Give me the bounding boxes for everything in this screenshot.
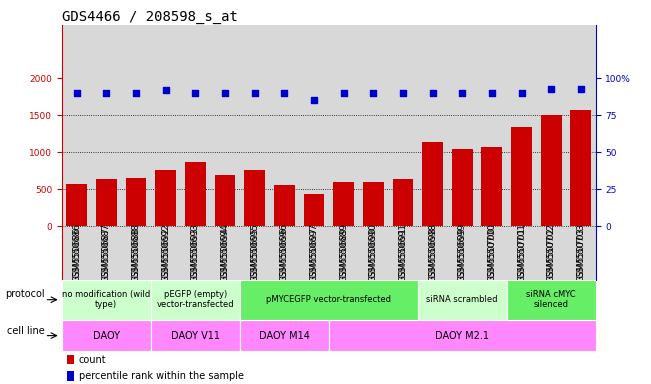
Bar — [329, 320, 596, 351]
Text: GSM550697: GSM550697 — [309, 227, 318, 282]
Bar — [240, 320, 329, 351]
Bar — [155, 170, 176, 227]
Text: GSM550686: GSM550686 — [72, 223, 81, 278]
Text: GSM550693: GSM550693 — [191, 223, 200, 278]
Text: GSM550692: GSM550692 — [161, 227, 170, 282]
Text: siRNA scrambled: siRNA scrambled — [426, 295, 498, 304]
Text: GSM550702: GSM550702 — [547, 223, 556, 278]
Text: GSM550695: GSM550695 — [250, 223, 259, 278]
Text: protocol: protocol — [5, 289, 44, 299]
Text: GSM550689: GSM550689 — [339, 227, 348, 282]
Bar — [240, 280, 418, 320]
Text: GSM550690: GSM550690 — [368, 227, 378, 282]
Text: GSM550698: GSM550698 — [428, 227, 437, 282]
Bar — [511, 127, 532, 227]
Bar — [274, 185, 295, 227]
Text: GSM550694: GSM550694 — [221, 227, 229, 282]
Text: GSM550687: GSM550687 — [102, 223, 111, 278]
Text: DAOY V11: DAOY V11 — [171, 331, 220, 341]
Text: pEGFP (empty)
vector-transfected: pEGFP (empty) vector-transfected — [156, 290, 234, 310]
Bar — [244, 170, 265, 227]
Bar — [66, 184, 87, 227]
Point — [457, 90, 467, 96]
Point — [220, 90, 230, 96]
Text: GSM550687: GSM550687 — [102, 227, 111, 282]
Text: GSM550688: GSM550688 — [132, 223, 141, 278]
Bar — [62, 320, 151, 351]
Text: siRNA cMYC
silenced: siRNA cMYC silenced — [527, 290, 576, 310]
Bar — [506, 280, 596, 320]
Point — [339, 90, 349, 96]
Point — [72, 90, 82, 96]
Text: DAOY M14: DAOY M14 — [259, 331, 310, 341]
Text: GSM550688: GSM550688 — [132, 227, 141, 282]
Text: GSM550703: GSM550703 — [576, 223, 585, 278]
Point — [279, 90, 290, 96]
Text: GSM550699: GSM550699 — [458, 227, 467, 282]
Bar — [422, 142, 443, 227]
Text: GSM550692: GSM550692 — [161, 223, 170, 278]
Bar — [62, 280, 151, 320]
Point — [427, 90, 437, 96]
Point — [398, 90, 408, 96]
Text: GSM550700: GSM550700 — [488, 227, 496, 282]
Text: DAOY M2.1: DAOY M2.1 — [436, 331, 489, 341]
Bar — [151, 320, 240, 351]
Point — [516, 90, 527, 96]
Text: GSM550691: GSM550691 — [398, 227, 408, 282]
Bar — [215, 175, 236, 227]
Text: pMYCEGFP vector-transfected: pMYCEGFP vector-transfected — [266, 295, 391, 304]
Text: GSM550695: GSM550695 — [250, 227, 259, 282]
Bar — [303, 194, 324, 227]
Point — [190, 90, 201, 96]
Text: GSM550701: GSM550701 — [517, 227, 526, 282]
Bar — [96, 179, 117, 227]
Bar — [151, 280, 240, 320]
Text: GSM550701: GSM550701 — [517, 223, 526, 278]
Text: GSM550697: GSM550697 — [309, 223, 318, 278]
Text: GDS4466 / 208598_s_at: GDS4466 / 208598_s_at — [62, 10, 238, 24]
Text: percentile rank within the sample: percentile rank within the sample — [79, 371, 244, 381]
Text: GSM550702: GSM550702 — [547, 227, 556, 282]
Point — [309, 97, 319, 103]
Text: GSM550690: GSM550690 — [368, 223, 378, 278]
Bar — [67, 355, 74, 364]
Text: GSM550694: GSM550694 — [221, 223, 229, 278]
Bar — [482, 147, 503, 227]
Text: GSM550696: GSM550696 — [280, 227, 289, 282]
Point — [131, 90, 141, 96]
Text: DAOY: DAOY — [93, 331, 120, 341]
Point — [101, 90, 111, 96]
Bar — [452, 149, 473, 227]
Text: GSM550700: GSM550700 — [488, 223, 496, 278]
Text: GSM550703: GSM550703 — [576, 227, 585, 282]
Text: GSM550689: GSM550689 — [339, 223, 348, 278]
Point — [546, 85, 557, 91]
Bar — [67, 371, 74, 381]
Point — [160, 87, 171, 93]
Text: no modification (wild
type): no modification (wild type) — [62, 290, 150, 310]
Bar — [393, 179, 413, 227]
Text: count: count — [79, 354, 107, 364]
Text: cell line: cell line — [7, 326, 44, 336]
Bar — [541, 115, 562, 227]
Text: GSM550698: GSM550698 — [428, 223, 437, 278]
Point — [487, 90, 497, 96]
Bar — [185, 162, 206, 227]
Bar — [363, 182, 383, 227]
Point — [249, 90, 260, 96]
Text: GSM550699: GSM550699 — [458, 223, 467, 278]
Text: GSM550686: GSM550686 — [72, 227, 81, 282]
Text: GSM550696: GSM550696 — [280, 223, 289, 278]
Bar — [126, 178, 146, 227]
Point — [575, 85, 586, 91]
Bar — [418, 280, 506, 320]
Text: GSM550691: GSM550691 — [398, 223, 408, 278]
Text: GSM550693: GSM550693 — [191, 227, 200, 282]
Bar — [333, 182, 354, 227]
Bar — [570, 110, 591, 227]
Point — [368, 90, 378, 96]
